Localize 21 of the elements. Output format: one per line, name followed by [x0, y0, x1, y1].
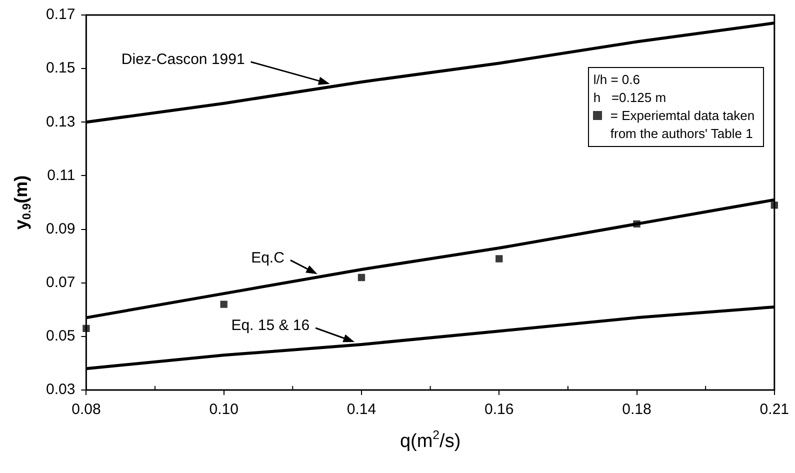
y-tick-label: 0.13 — [46, 113, 76, 130]
annotation: Diez-Cascon 1991 — [121, 51, 245, 68]
annotation: l/h = 0.6 — [593, 71, 642, 89]
y-axis-title: y0.9(m) — [10, 175, 34, 230]
y-tick-label: 0.05 — [46, 328, 76, 345]
x-tick-label: 0.21 — [760, 401, 790, 418]
y-tick-label: 0.17 — [46, 6, 76, 24]
y-tick-label: 0.03 — [46, 381, 76, 398]
y-tick-label: 0.15 — [46, 60, 76, 77]
y-tick-label: 0.07 — [46, 274, 76, 291]
legend-label: = Experiemtal data taken from the authors' Table 1 — [610, 107, 756, 143]
x-tick-label: 0.10 — [209, 401, 238, 418]
y-tick-label: 0.09 — [46, 220, 76, 238]
y-tick-label: 0.11 — [47, 166, 76, 184]
x-tick-label: 0.18 — [622, 401, 652, 418]
x-tick-label: 0.08 — [72, 401, 101, 418]
x-tick-label: 0.16 — [484, 401, 514, 418]
x-tick-label: 0.14 — [346, 401, 376, 418]
annotation: h =0.125 m — [593, 89, 668, 107]
annotation: Eq.C — [251, 249, 285, 266]
annotation: Eq. 15 & 16 — [231, 317, 310, 334]
